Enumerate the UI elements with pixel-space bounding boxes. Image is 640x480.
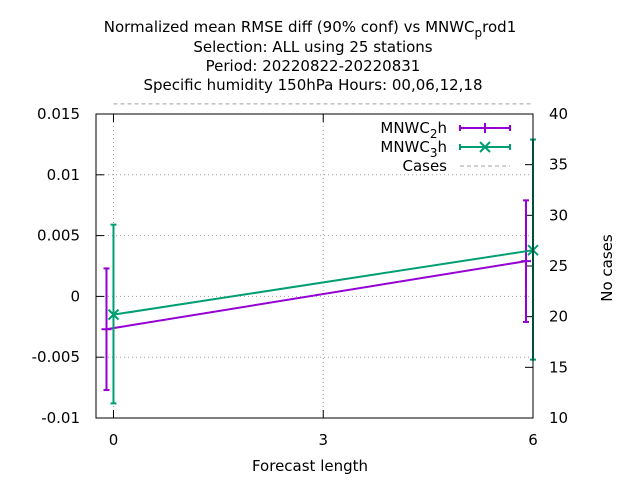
legend-marker bbox=[480, 123, 490, 133]
y2-tick-label: 25 bbox=[549, 257, 568, 275]
title-line-2: Selection: ALL using 25 stations bbox=[193, 38, 432, 56]
legend-label: MNWC2h bbox=[380, 119, 447, 141]
title-subscript: p bbox=[475, 26, 483, 40]
y2-tick-label: 40 bbox=[549, 105, 568, 123]
y2-tick-label: 30 bbox=[549, 206, 568, 224]
y2-tick-label: 35 bbox=[549, 156, 568, 174]
x-tick-label: 6 bbox=[528, 431, 538, 449]
y-tick-label: 0.005 bbox=[37, 227, 80, 245]
plot-frame bbox=[95, 113, 534, 419]
grid bbox=[96, 114, 533, 418]
title-line-1: Normalized mean RMSE diff (90% conf) vs … bbox=[104, 18, 517, 40]
y2-tick-label: 20 bbox=[549, 308, 568, 326]
legend-label: MNWC3h bbox=[380, 138, 447, 160]
title-line-4: Specific humidity 150hPa Hours: 00,06,12… bbox=[143, 76, 482, 94]
series-line bbox=[106, 260, 527, 331]
x-axis-label: Forecast length bbox=[252, 457, 368, 475]
legend-marker bbox=[479, 141, 491, 153]
y-tick-label: 0.015 bbox=[37, 105, 80, 123]
data-point bbox=[107, 308, 120, 321]
title-line-3: Period: 20220822-20220831 bbox=[206, 57, 421, 75]
y-tick-label: -0.01 bbox=[41, 409, 80, 427]
data-point bbox=[521, 256, 532, 267]
y2-axis-label: No cases bbox=[598, 234, 616, 302]
series-1 bbox=[101, 199, 532, 392]
axis-ticks: -0.01 -0.005 0 0.005 0.01 0.015 0 3 6 10 15 20 25 30 3… bbox=[32, 105, 568, 449]
y-tick-label: 0.01 bbox=[47, 166, 80, 184]
y2-tick-label: 10 bbox=[549, 409, 568, 427]
legend-label: Cases bbox=[402, 157, 447, 175]
chart-title: Normalized mean RMSE diff (90% conf) vs … bbox=[104, 18, 517, 94]
y2-tick-label: 15 bbox=[549, 358, 568, 376]
y-tick-label: 0 bbox=[70, 287, 80, 305]
data-point bbox=[101, 324, 112, 335]
series-2 bbox=[107, 138, 539, 405]
x-tick-label: 3 bbox=[318, 431, 328, 449]
series-layer bbox=[101, 103, 539, 405]
x-tick-label: 0 bbox=[109, 431, 119, 449]
y-tick-label: -0.005 bbox=[32, 348, 80, 366]
series-line bbox=[113, 249, 534, 316]
